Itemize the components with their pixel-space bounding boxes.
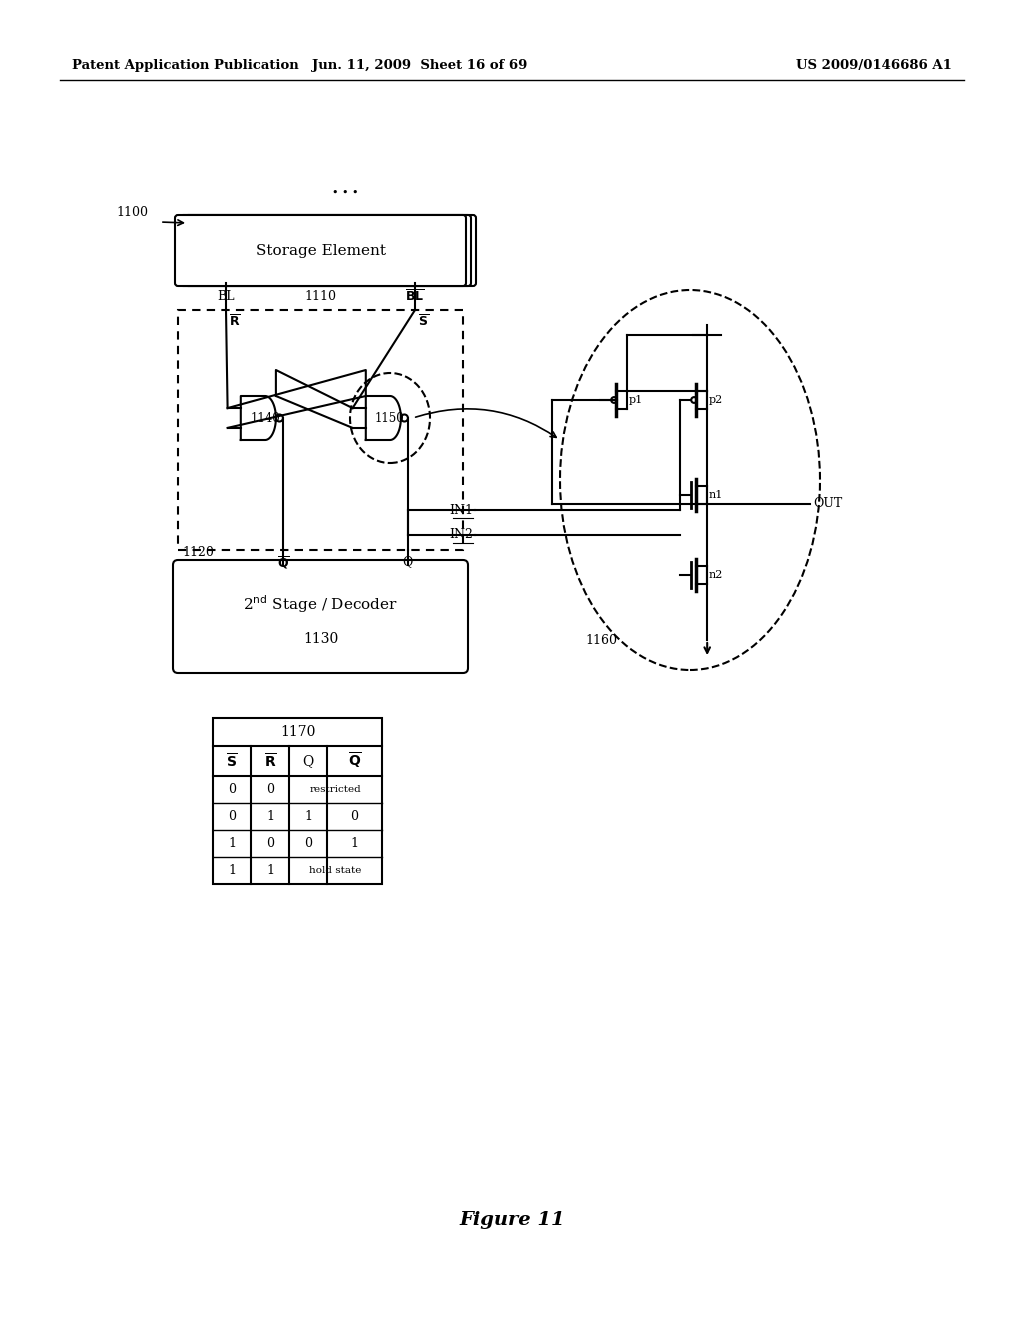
Text: 1130: 1130 xyxy=(303,632,338,647)
Text: 1: 1 xyxy=(304,810,312,822)
Text: Q: Q xyxy=(302,754,313,768)
Text: $\overline{\mathbf{S}}$: $\overline{\mathbf{S}}$ xyxy=(418,314,429,330)
Text: Jun. 11, 2009  Sheet 16 of 69: Jun. 11, 2009 Sheet 16 of 69 xyxy=(312,58,527,71)
Text: 2$^{\mathrm{nd}}$ Stage / Decoder: 2$^{\mathrm{nd}}$ Stage / Decoder xyxy=(243,593,398,615)
Text: 1110: 1110 xyxy=(304,290,337,304)
Text: n2: n2 xyxy=(709,570,723,579)
Text: 1: 1 xyxy=(266,810,274,822)
Text: 1: 1 xyxy=(228,865,236,876)
Text: hold state: hold state xyxy=(309,866,361,875)
Bar xyxy=(213,718,382,884)
Text: Figure 11: Figure 11 xyxy=(459,1210,565,1229)
Text: Patent Application Publication: Patent Application Publication xyxy=(72,58,299,71)
Text: • • •: • • • xyxy=(332,187,358,198)
Text: $\overline{\mathbf{R}}$: $\overline{\mathbf{R}}$ xyxy=(263,752,276,770)
FancyBboxPatch shape xyxy=(180,215,471,286)
Text: 0: 0 xyxy=(228,810,236,822)
Text: $\overline{\mathbf{S}}$: $\overline{\mathbf{S}}$ xyxy=(226,752,238,770)
Text: 1140: 1140 xyxy=(250,412,280,425)
Text: US 2009/0146686 A1: US 2009/0146686 A1 xyxy=(796,58,952,71)
FancyBboxPatch shape xyxy=(173,560,468,673)
Text: BL: BL xyxy=(217,290,234,304)
Text: 0: 0 xyxy=(266,783,274,796)
Text: IN1: IN1 xyxy=(449,503,473,516)
Text: 1170: 1170 xyxy=(280,725,315,739)
Text: 1: 1 xyxy=(350,837,358,850)
Text: 0: 0 xyxy=(304,837,312,850)
FancyBboxPatch shape xyxy=(185,215,476,286)
Text: 1100: 1100 xyxy=(116,206,148,219)
Text: 1160: 1160 xyxy=(585,634,617,647)
Text: 0: 0 xyxy=(228,783,236,796)
Text: $\overline{\mathbf{Q}}$: $\overline{\mathbf{Q}}$ xyxy=(347,751,361,771)
Text: $\overline{\mathbf{BL}}$: $\overline{\mathbf{BL}}$ xyxy=(406,289,425,305)
Text: 1150: 1150 xyxy=(375,412,404,425)
Text: 0: 0 xyxy=(350,810,358,822)
Text: p1: p1 xyxy=(629,395,643,405)
FancyBboxPatch shape xyxy=(175,215,466,286)
Text: restricted: restricted xyxy=(309,785,361,795)
Text: $\overline{\mathbf{R}}$: $\overline{\mathbf{R}}$ xyxy=(229,314,241,330)
Text: 1: 1 xyxy=(228,837,236,850)
Text: n1: n1 xyxy=(709,490,723,500)
Bar xyxy=(178,310,463,550)
Text: 0: 0 xyxy=(266,837,274,850)
Text: $\overline{\mathbf{Q}}$: $\overline{\mathbf{Q}}$ xyxy=(276,554,289,572)
Text: Q: Q xyxy=(402,554,413,568)
Text: IN2: IN2 xyxy=(450,528,473,541)
Text: Storage Element: Storage Element xyxy=(256,243,385,257)
Text: p2: p2 xyxy=(709,395,723,405)
Text: 1: 1 xyxy=(266,865,274,876)
Text: OUT: OUT xyxy=(813,498,843,511)
Text: 1120: 1120 xyxy=(182,546,214,558)
